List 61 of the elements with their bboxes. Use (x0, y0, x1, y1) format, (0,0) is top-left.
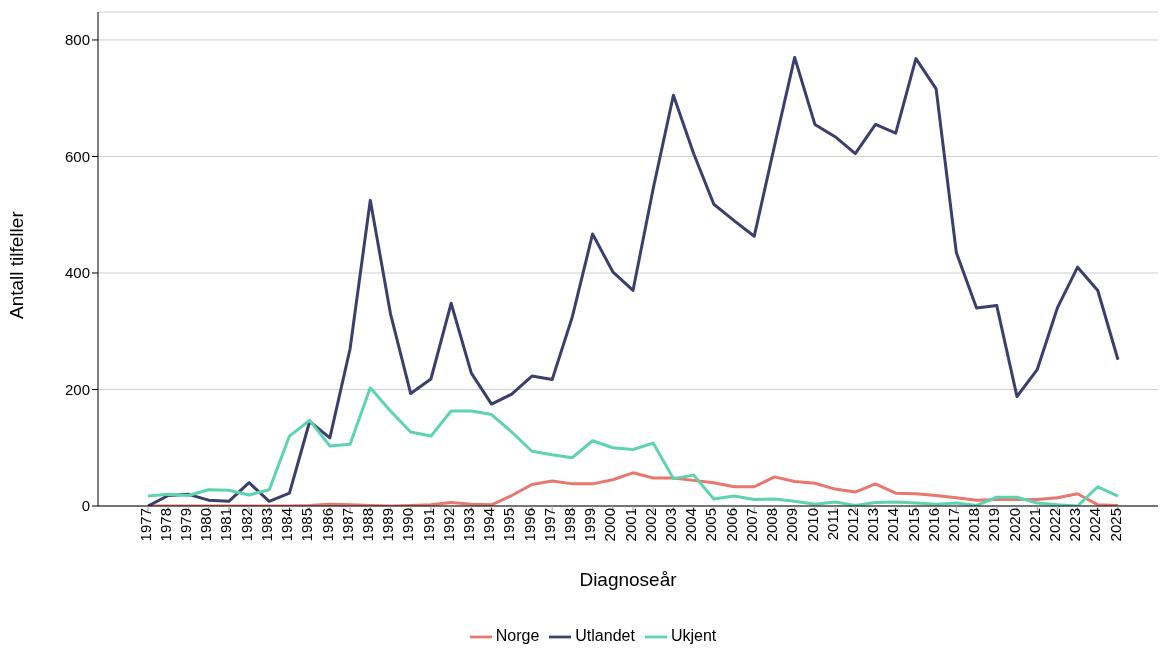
y-tick-label: 800 (64, 31, 90, 49)
x-tick-label: 2008 (763, 508, 781, 542)
x-tick-label: 1994 (480, 508, 498, 542)
x-tick-label: 1977 (136, 508, 154, 542)
x-tick-label: 2006 (722, 508, 740, 542)
legend-label: Ukjent (670, 627, 717, 645)
x-tick-label: 1992 (439, 508, 457, 542)
x-tick-label: 2002 (641, 508, 659, 542)
line-series (146, 55, 1120, 506)
x-tick-label: 1988 (358, 508, 376, 542)
y-tick-label: 0 (81, 497, 90, 515)
x-tick-label: 1998 (561, 508, 579, 542)
x-tick-label: 1983 (257, 508, 275, 542)
x-tick-label: 2017 (944, 508, 962, 542)
x-tick-label: 2019 (985, 508, 1003, 542)
x-tick-label: 2007 (742, 508, 760, 542)
x-tick-label: 1999 (581, 508, 599, 542)
x-tick-label: 1980 (197, 508, 215, 542)
x-tick-label: 2000 (601, 508, 619, 542)
legend-label: Utlandet (575, 627, 635, 645)
x-tick-label: 1997 (540, 508, 558, 542)
x-tick-label: 1993 (459, 508, 477, 542)
x-tick-label: 1989 (379, 508, 397, 542)
x-tick-label: 2003 (662, 508, 680, 542)
x-tick-label: 2021 (1025, 508, 1043, 542)
x-tick-label: 1985 (298, 508, 316, 542)
x-tick-label: 2005 (702, 508, 720, 542)
x-tick-label: 1990 (399, 508, 417, 542)
x-tick-label: 1995 (500, 508, 518, 542)
x-tick-label: 2015 (904, 508, 922, 542)
legend-label: Norge (495, 627, 540, 645)
x-tick-label: 2014 (884, 508, 902, 542)
x-tick-label: 2023 (1066, 508, 1084, 542)
x-tick-label: 2013 (864, 508, 882, 542)
x-tick-label: 1978 (156, 508, 174, 542)
x-tick-label: 2020 (1005, 508, 1023, 542)
x-tick-label: 2001 (621, 508, 639, 542)
x-tick-label: 1987 (338, 508, 356, 542)
y-tick-label: 400 (64, 264, 90, 282)
x-tick-label: 2010 (803, 508, 821, 542)
x-tick-label: 1986 (318, 508, 336, 542)
x-tick-label: 2011 (823, 508, 841, 541)
x-tick-label: 1979 (177, 508, 195, 542)
x-tick-label: 2016 (924, 508, 942, 542)
y-tick-label: 600 (64, 147, 90, 165)
x-tick-label: 2018 (965, 508, 983, 542)
x-tick-label: 2009 (783, 508, 801, 542)
x-tick-label: 2024 (1086, 508, 1104, 542)
x-tick-label: 2012 (843, 508, 861, 542)
y-tick-label: 200 (64, 380, 90, 398)
x-tick-label: 1982 (237, 508, 255, 542)
x-tick-label: 2022 (1046, 508, 1064, 542)
x-tick-label: 2025 (1106, 508, 1124, 542)
x-axis-title: Diagnoseår (579, 569, 678, 590)
x-tick-label: 1991 (419, 508, 437, 542)
x-tick-label: 1981 (217, 508, 235, 542)
line-series (146, 386, 1120, 506)
x-tick-label: 1996 (520, 508, 538, 542)
y-axis-title: Antall tilfeller (5, 210, 27, 319)
x-tick-label: 2004 (682, 508, 700, 542)
x-tick-label: 1984 (278, 508, 296, 542)
